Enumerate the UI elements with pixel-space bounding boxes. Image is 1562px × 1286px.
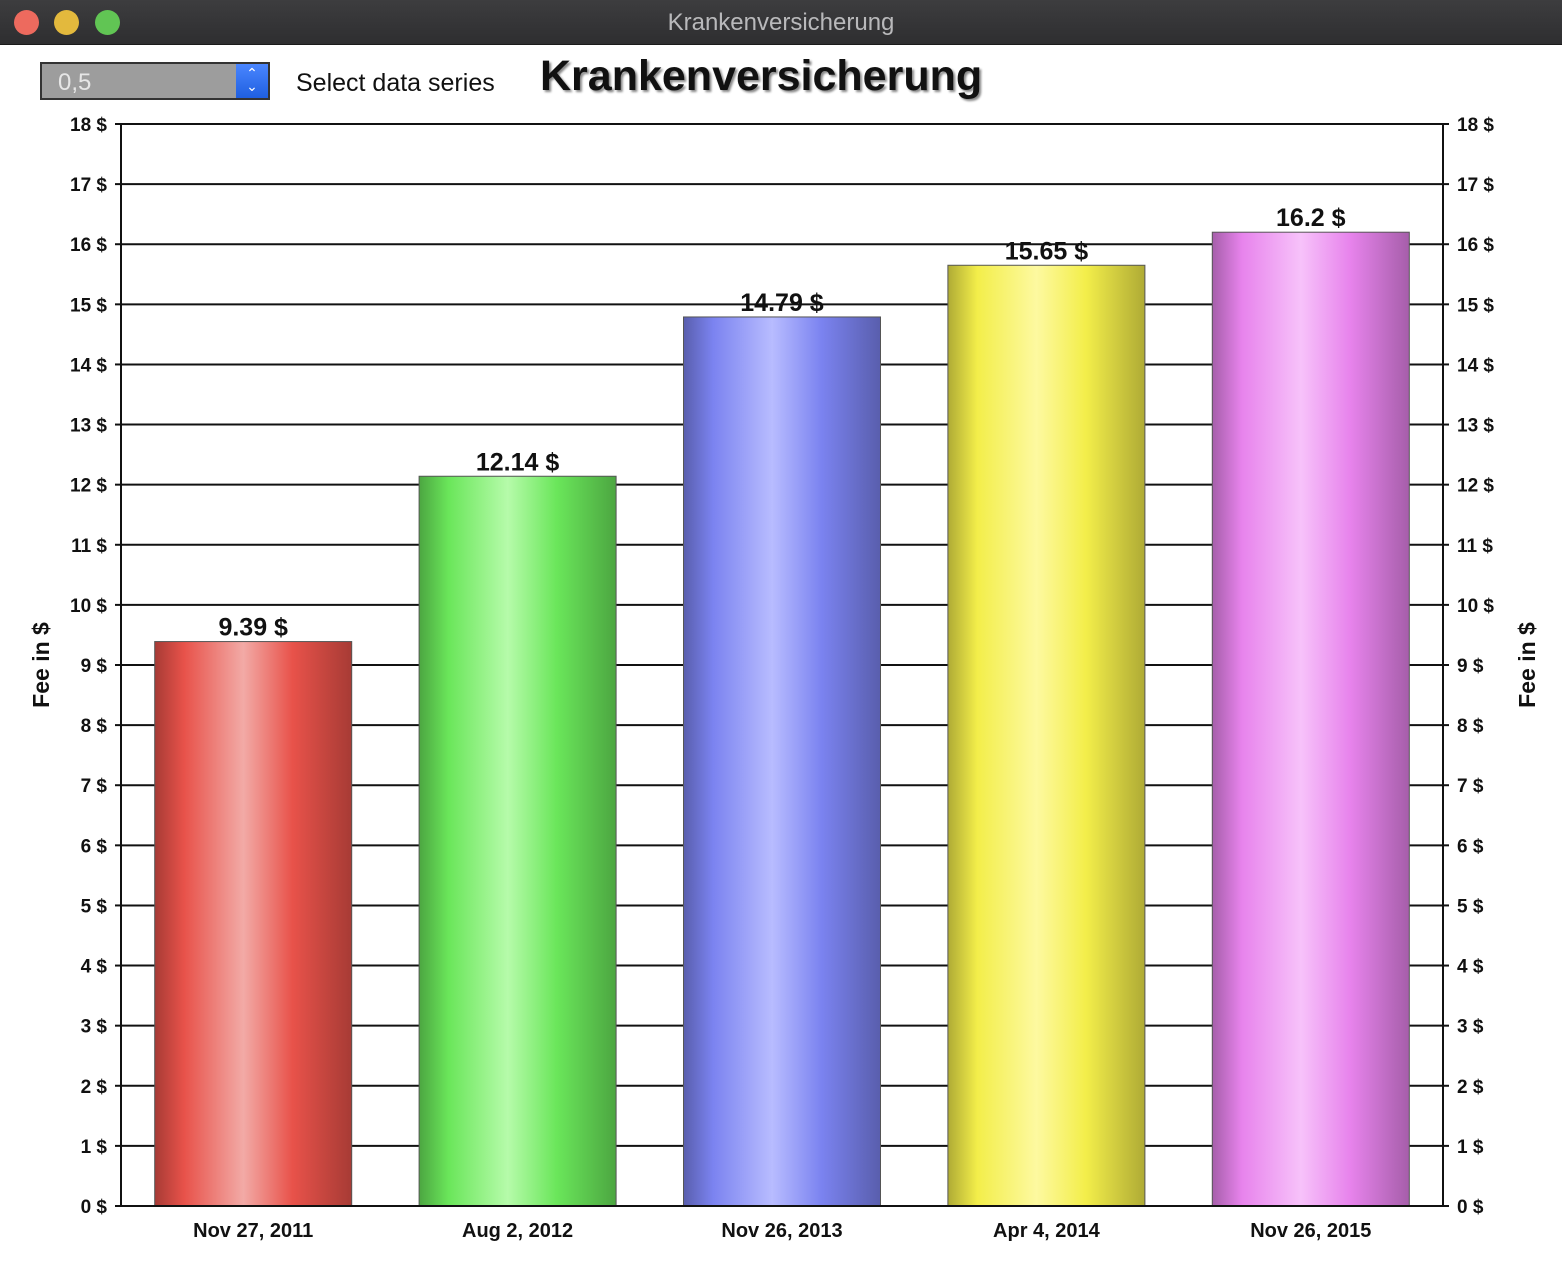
y-tick-label-left: 5 $ — [81, 896, 108, 917]
y-tick-label-right: 9 $ — [1457, 656, 1484, 677]
y-tick-label-left: 0 $ — [81, 1197, 108, 1218]
y-axis-title-right: Fee in $ — [1514, 622, 1540, 708]
x-category-label: Apr 4, 2014 — [993, 1220, 1101, 1242]
bar — [1211, 231, 1410, 1207]
y-tick-label-right: 7 $ — [1457, 776, 1484, 797]
y-tick-label-right: 18 $ — [1457, 115, 1494, 136]
y-tick-label-left: 4 $ — [81, 957, 108, 978]
y-tick-label-left: 16 $ — [70, 235, 107, 256]
y-tick-label-right: 13 $ — [1457, 416, 1494, 437]
y-tick-label-left: 13 $ — [70, 416, 107, 437]
title-bar: Krankenversicherung — [0, 0, 1562, 45]
bar-value-label: 15.65 $ — [1005, 237, 1089, 265]
y-tick-label-left: 6 $ — [81, 836, 108, 857]
y-tick-label-right: 11 $ — [1457, 536, 1493, 557]
y-tick-label-right: 16 $ — [1457, 235, 1494, 256]
y-tick-label-left: 12 $ — [70, 476, 107, 497]
series-select[interactable]: 0,5 ⌃ ⌄ — [40, 62, 270, 100]
chevron-up-down-icon[interactable]: ⌃ ⌄ — [236, 64, 268, 98]
y-tick-label-left: 15 $ — [70, 295, 107, 316]
close-window-button[interactable] — [14, 10, 39, 35]
bar — [683, 316, 881, 1207]
y-tick-label-right: 2 $ — [1457, 1077, 1484, 1098]
y-tick-label-left: 7 $ — [81, 776, 108, 797]
window-title: Krankenversicherung — [667, 9, 895, 36]
x-category-label: Nov 26, 2013 — [721, 1220, 842, 1242]
y-tick-label-right: 12 $ — [1457, 476, 1494, 497]
y-tick-label-left: 9 $ — [81, 656, 108, 677]
y-tick-label-left: 2 $ — [81, 1077, 108, 1098]
y-tick-label-left: 1 $ — [81, 1137, 108, 1158]
bar — [154, 641, 353, 1207]
y-axis-title-left: Fee in $ — [28, 622, 54, 708]
series-select-value: 0,5 — [58, 69, 92, 96]
y-tick-label-left: 8 $ — [81, 716, 108, 737]
bars — [154, 231, 1410, 1207]
chart-title: Krankenversicherung — [540, 52, 983, 100]
y-tick-label-right: 10 $ — [1457, 596, 1494, 617]
y-tick-label-left: 3 $ — [81, 1017, 108, 1038]
y-tick-label-right: 1 $ — [1457, 1137, 1484, 1158]
bar-value-label: 9.39 $ — [218, 614, 288, 642]
zoom-window-button[interactable] — [95, 10, 120, 35]
x-category-label: Nov 26, 2015 — [1250, 1220, 1371, 1242]
y-tick-label-right: 5 $ — [1457, 896, 1484, 917]
series-select-label: Select data series — [296, 69, 495, 97]
x-category-label: Nov 27, 2011 — [193, 1220, 313, 1242]
y-tick-label-left: 14 $ — [70, 355, 107, 376]
y-tick-label-right: 14 $ — [1457, 355, 1494, 376]
bar — [418, 475, 617, 1207]
y-tick-label-left: 10 $ — [70, 596, 107, 617]
y-tick-label-left: 11 $ — [71, 536, 107, 557]
y-tick-label-right: 4 $ — [1457, 957, 1484, 978]
y-tick-label-right: 6 $ — [1457, 836, 1484, 857]
bar-value-label: 14.79 $ — [740, 289, 824, 317]
y-tick-label-right: 0 $ — [1457, 1197, 1484, 1218]
y-tick-label-right: 3 $ — [1457, 1017, 1484, 1038]
bar-value-label: 12.14 $ — [476, 448, 560, 476]
minimize-window-button[interactable] — [54, 10, 79, 35]
y-tick-label-right: 8 $ — [1457, 716, 1484, 737]
y-tick-label-right: 17 $ — [1457, 175, 1494, 196]
y-tick-label-right: 15 $ — [1457, 295, 1494, 316]
axes: 0 $ 0 $ 1 $ 1 $ 2 $ 2 $ 3 $ 3 $ 4 $ 4 $ 5 $ 5 $ 6 $ 6… — [70, 115, 1494, 1242]
y-tick-label-left: 18 $ — [70, 115, 107, 136]
bar — [947, 264, 1146, 1207]
x-category-label: Aug 2, 2012 — [462, 1220, 573, 1242]
toolbar: 0,5 ⌃ ⌄ Select data series Krankenversich… — [0, 44, 1562, 114]
bar-value-label: 16.2 $ — [1276, 204, 1346, 232]
y-tick-label-left: 17 $ — [70, 175, 107, 196]
